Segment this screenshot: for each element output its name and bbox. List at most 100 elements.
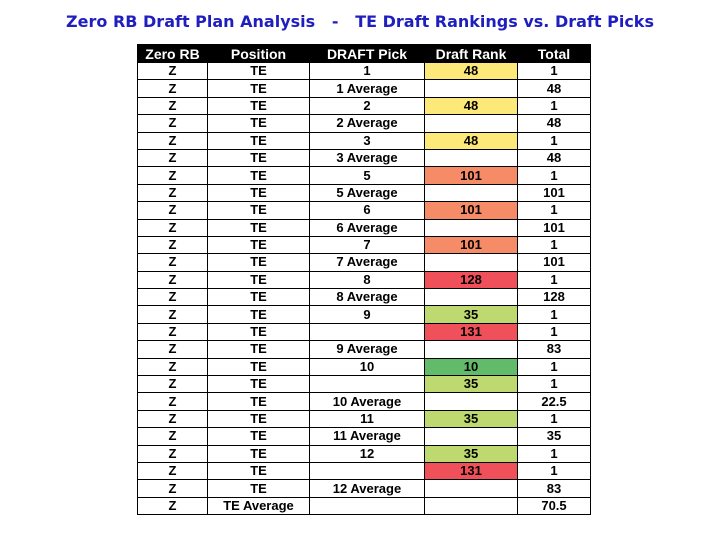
cell-total: 83 <box>517 479 591 498</box>
cell-draft-rank: 48 <box>424 61 518 81</box>
cell-total: 1 <box>517 131 591 150</box>
table-row: Z TE 12 35 1 <box>137 444 591 463</box>
table-row: Z TE 2 48 1 <box>137 96 591 116</box>
cell-draft-pick: 10 Average <box>309 392 425 411</box>
cell-draft-rank: 131 <box>424 322 518 342</box>
cell-draft-pick: 9 <box>309 305 425 324</box>
cell-draft-pick: 6 <box>309 201 425 220</box>
cell-zero-rb: Z <box>137 375 208 394</box>
page-title: Zero RB Draft Plan Analysis - TE Draft R… <box>66 12 654 31</box>
cell-position: TE <box>207 148 310 168</box>
cell-draft-pick: 6 Average <box>309 218 425 237</box>
table-row: Z TE 1 48 1 <box>137 61 591 81</box>
cell-position: TE <box>207 427 310 446</box>
table-row: Z TE 7 Average 101 <box>137 253 591 272</box>
cell-draft-rank <box>424 479 518 498</box>
cell-total: 1 <box>517 201 591 220</box>
cell-draft-pick: 8 <box>309 270 425 290</box>
cell-zero-rb: Z <box>137 340 208 359</box>
cell-draft-rank <box>424 288 518 307</box>
cell-draft-rank: 128 <box>424 270 518 290</box>
cell-draft-rank <box>424 253 518 272</box>
cell-position: TE <box>207 461 310 481</box>
table-row: Z TE 11 35 1 <box>137 409 591 429</box>
cell-draft-pick: 12 <box>309 444 425 463</box>
cell-draft-rank: 35 <box>424 305 518 324</box>
cell-draft-pick <box>309 322 425 342</box>
cell-draft-pick <box>309 496 425 516</box>
cell-position: TE <box>207 357 310 377</box>
table-row: Z TE 5 101 1 <box>137 166 591 185</box>
cell-position: TE <box>207 235 310 255</box>
cell-zero-rb: Z <box>137 61 208 81</box>
cell-draft-pick: 10 <box>309 357 425 377</box>
cell-zero-rb: Z <box>137 461 208 481</box>
cell-draft-pick <box>309 461 425 481</box>
cell-zero-rb: Z <box>137 322 208 342</box>
cell-position: TE <box>207 409 310 429</box>
table-row: Z TE 9 Average 83 <box>137 340 591 359</box>
cell-zero-rb: Z <box>137 148 208 168</box>
cell-zero-rb: Z <box>137 253 208 272</box>
cell-draft-pick: 11 <box>309 409 425 429</box>
table-row: Z TE 10 Average 22.5 <box>137 392 591 411</box>
cell-draft-rank: 48 <box>424 131 518 150</box>
cell-total: 101 <box>517 253 591 272</box>
cell-total: 101 <box>517 183 591 203</box>
cell-position: TE <box>207 375 310 394</box>
table-row: Z TE 8 Average 128 <box>137 288 591 307</box>
cell-total: 1 <box>517 270 591 290</box>
cell-position: TE <box>207 201 310 220</box>
cell-draft-rank <box>424 114 518 133</box>
cell-position: TE <box>207 166 310 185</box>
cell-position: TE <box>207 392 310 411</box>
cell-zero-rb: Z <box>137 392 208 411</box>
table-row: Z TE 9 35 1 <box>137 305 591 324</box>
cell-zero-rb: Z <box>137 131 208 150</box>
cell-position: TE <box>207 61 310 81</box>
cell-position: TE <box>207 114 310 133</box>
table-row: Z TE 131 1 <box>137 322 591 342</box>
cell-position: TE <box>207 444 310 463</box>
cell-total: 1 <box>517 409 591 429</box>
cell-total: 70.5 <box>517 496 591 516</box>
cell-zero-rb: Z <box>137 201 208 220</box>
cell-draft-rank: 35 <box>424 409 518 429</box>
cell-draft-rank <box>424 427 518 446</box>
table-row: Z TE 12 Average 83 <box>137 479 591 498</box>
cell-position: TE <box>207 270 310 290</box>
cell-zero-rb: Z <box>137 166 208 185</box>
cell-zero-rb: Z <box>137 79 208 98</box>
cell-total: 128 <box>517 288 591 307</box>
table-body: Z TE 1 48 1 Z TE 1 Average 48 Z TE 2 48 1 Z TE 2 Average… <box>137 61 591 516</box>
table-row: Z TE 2 Average 48 <box>137 114 591 133</box>
cell-total: 1 <box>517 96 591 116</box>
cell-draft-rank: 35 <box>424 375 518 394</box>
cell-draft-rank <box>424 183 518 203</box>
table-row: Z TE 10 10 1 <box>137 357 591 377</box>
cell-total: 48 <box>517 148 591 168</box>
cell-position: TE <box>207 322 310 342</box>
cell-total: 22.5 <box>517 392 591 411</box>
column-header-draft-rank: Draft Rank <box>424 44 518 63</box>
cell-zero-rb: Z <box>137 96 208 116</box>
cell-zero-rb: Z <box>137 444 208 463</box>
table-row: Z TE 11 Average 35 <box>137 427 591 446</box>
column-header-total: Total <box>517 44 591 63</box>
table-row: Z TE 3 48 1 <box>137 131 591 150</box>
cell-total: 1 <box>517 322 591 342</box>
cell-position: TE <box>207 305 310 324</box>
cell-total: 48 <box>517 114 591 133</box>
cell-draft-pick: 7 Average <box>309 253 425 272</box>
cell-position: TE <box>207 218 310 237</box>
cell-draft-pick: 8 Average <box>309 288 425 307</box>
table-row: Z TE 6 Average 101 <box>137 218 591 237</box>
table-row: Z TE 35 1 <box>137 375 591 394</box>
cell-draft-pick: 12 Average <box>309 479 425 498</box>
cell-total: 1 <box>517 357 591 377</box>
cell-zero-rb: Z <box>137 357 208 377</box>
cell-draft-pick: 5 Average <box>309 183 425 203</box>
column-header-position: Position <box>207 44 310 63</box>
draft-table: Zero RB Position DRAFT Pick Draft Rank T… <box>137 44 591 516</box>
cell-draft-pick: 2 Average <box>309 114 425 133</box>
